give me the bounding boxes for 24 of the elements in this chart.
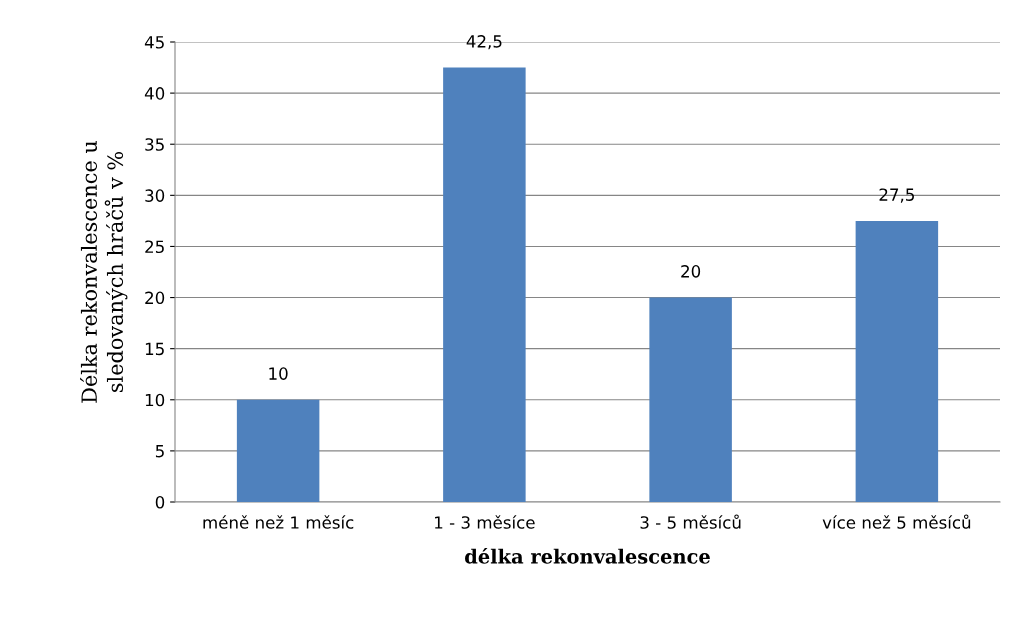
data-label: 20 — [681, 265, 701, 278]
y-tick-label: 20 — [145, 291, 165, 305]
data-label: 10 — [269, 367, 288, 380]
y-tick-label: 10 — [145, 393, 165, 407]
y-tick-label: 30 — [145, 189, 165, 202]
x-axis-title: délka rekonvalescence — [465, 547, 710, 564]
y-tick-label: 25 — [145, 240, 164, 254]
bar — [236, 399, 320, 502]
y-tick-label: 45 — [144, 36, 164, 49]
x-tick-label: více než 5 měsíců — [822, 514, 971, 529]
bar — [855, 220, 939, 502]
x-tick-label: méně než 1 měsíc — [203, 515, 354, 529]
bar — [649, 297, 732, 502]
y-tick-label: 5 — [155, 445, 164, 458]
x-tick-label: 3 - 5 měsíců — [640, 514, 741, 529]
data-label: 27,5 — [879, 188, 914, 203]
y-axis-title: Délka rekonvalescence u sledovaných hráčů v % — [80, 141, 128, 403]
y-tick-label: 15 — [145, 342, 164, 356]
y-tick-label: 40 — [144, 87, 165, 100]
bar — [443, 67, 526, 502]
data-label: 42,5 — [466, 35, 502, 50]
y-tick-label: 35 — [145, 138, 164, 151]
x-tick-label: 1 - 3 měsíce — [435, 515, 535, 529]
y-tick-label: 0 — [155, 495, 165, 509]
